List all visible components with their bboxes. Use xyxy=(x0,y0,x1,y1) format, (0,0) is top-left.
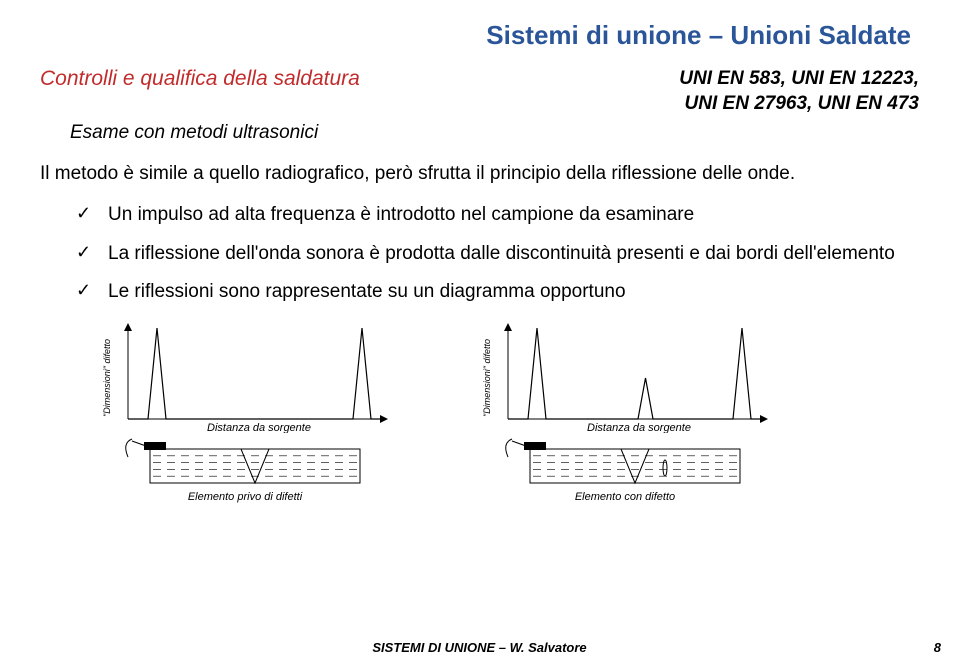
diagram-right: "Dimensioni" difettoDistanza da sorgente… xyxy=(480,323,770,503)
check-icon: ✓ xyxy=(76,202,91,225)
chart-right-svg: "Dimensioni" difettoDistanza da sorgente xyxy=(480,323,770,433)
svg-text:"Dimensioni" difetto: "Dimensioni" difetto xyxy=(482,339,492,417)
footer-text: SISTEMI DI UNIONE – W. Salvatore xyxy=(0,640,959,655)
diagrams-row: "Dimensioni" difettoDistanza da sorgente… xyxy=(100,323,919,503)
subtitle-black: Esame con metodi ultrasonici xyxy=(70,122,919,144)
caption-right: Elemento con difetto xyxy=(575,491,675,503)
norms-block: UNI EN 583, UNI EN 12223, UNI EN 27963, … xyxy=(679,67,919,116)
caption-left: Elemento privo di difetti xyxy=(188,491,302,503)
element-right-svg xyxy=(500,429,750,489)
norms-line-2: UNI EN 27963, UNI EN 473 xyxy=(679,92,919,117)
subtitle-red: Controlli e qualifica della saldatura xyxy=(40,67,360,91)
bullet-text: Le riflessioni sono rappresentate su un … xyxy=(108,281,626,302)
top-row: Controlli e qualifica della saldatura UN… xyxy=(40,67,919,116)
element-left-svg xyxy=(120,429,370,489)
bullet-list: ✓ Un impulso ad alta frequenza è introdot… xyxy=(40,203,919,305)
check-icon: ✓ xyxy=(76,241,91,264)
bullet-text: La riflessione dell'onda sonora è prodot… xyxy=(108,243,895,264)
intro-text: Il metodo è simile a quello radiografico… xyxy=(40,162,919,187)
bullet-item: ✓Le riflessioni sono rappresentate su un… xyxy=(80,280,919,305)
page-number: 8 xyxy=(934,640,941,655)
check-icon: ✓ xyxy=(76,279,91,302)
norms-line-1: UNI EN 583, UNI EN 12223, xyxy=(679,67,919,92)
diagram-left: "Dimensioni" difettoDistanza da sorgente… xyxy=(100,323,390,503)
bullet-text: Un impulso ad alta frequenza è introdott… xyxy=(108,204,694,225)
bullet-item: ✓Un impulso ad alta frequenza è introdot… xyxy=(80,203,919,228)
slide-title: Sistemi di unione – Unioni Saldate xyxy=(40,20,919,51)
svg-text:"Dimensioni" difetto: "Dimensioni" difetto xyxy=(102,339,112,417)
bullet-item: ✓La riflessione dell'onda sonora è prodo… xyxy=(80,242,919,267)
chart-left-svg: "Dimensioni" difettoDistanza da sorgente xyxy=(100,323,390,433)
